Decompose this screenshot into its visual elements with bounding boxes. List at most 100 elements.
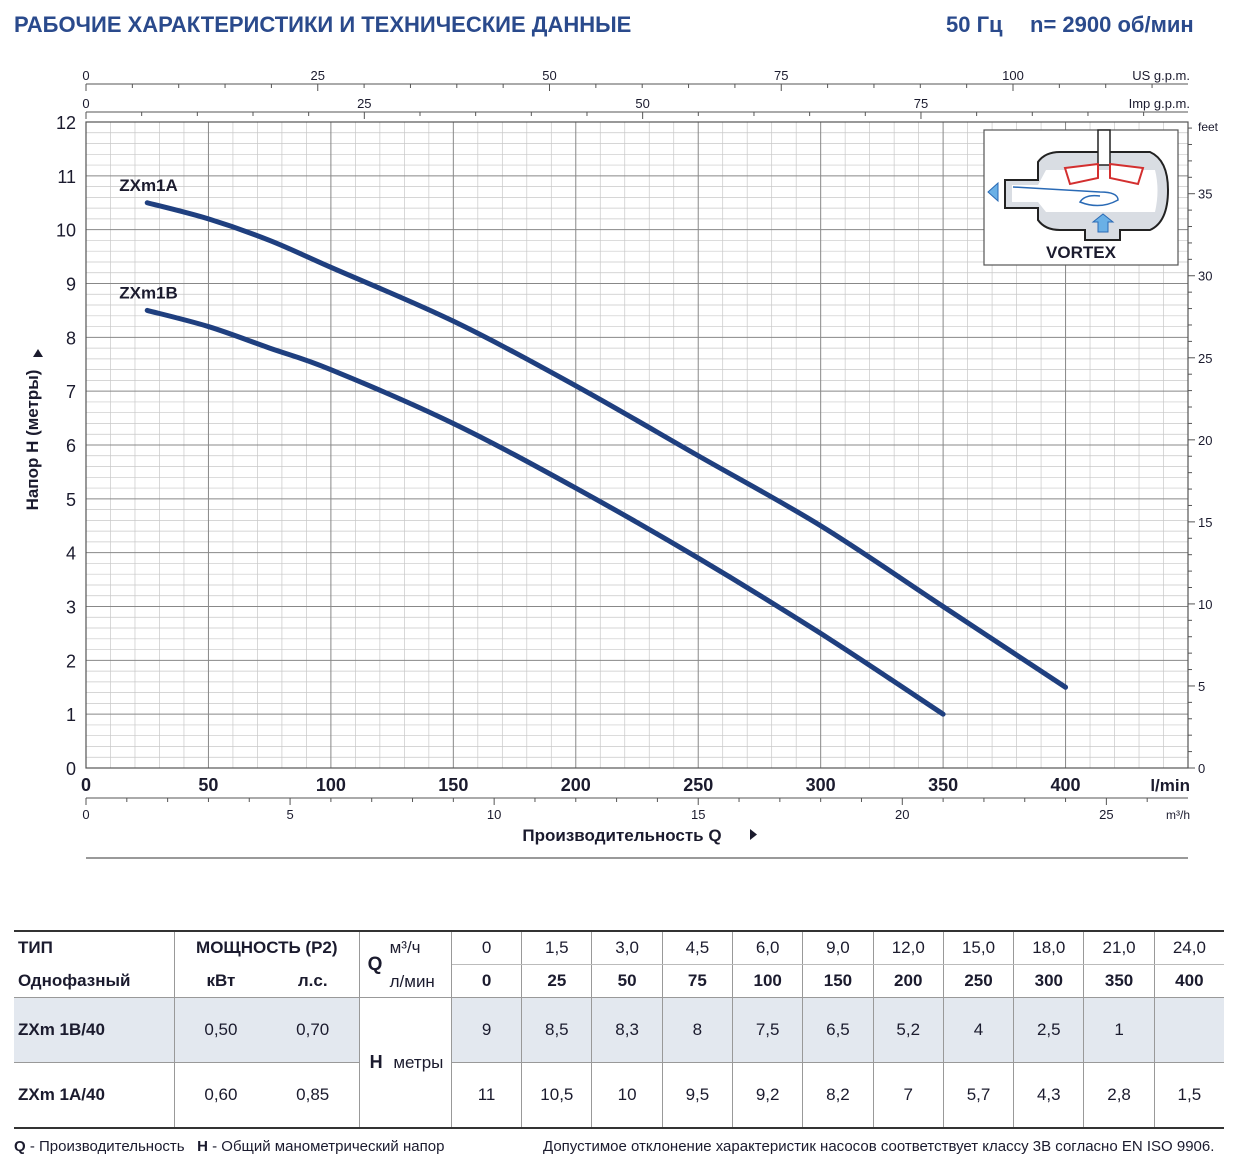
table-row: ZXm 1B/40 0,50 0,70 H метры 9 8,5 8,3 8 7,5 6… (14, 997, 1224, 1128)
top-tick-label: 25 (357, 96, 371, 111)
q-unit-lmin: л/мин (389, 972, 435, 991)
h-cell: 8,2 (802, 1063, 872, 1127)
top-tick-label: 25 (311, 68, 325, 83)
y-tick-label: 12 (56, 113, 76, 133)
q-lmin-cell: 300 (1013, 965, 1083, 997)
col-type-sub-label: Однофазный (18, 970, 131, 990)
h-cell: 2,5 (1013, 998, 1083, 1062)
page-title: РАБОЧИЕ ХАРАКТЕРИСТИКИ И ТЕХНИЧЕСКИЕ ДАН… (14, 12, 632, 37)
q-lmin-cells: 0 25 50 75 100 150 200 250 300 350 400 (450, 964, 1224, 998)
row-hp: 0,85 (296, 1085, 330, 1104)
x-axis-arrow-icon (750, 829, 757, 840)
top-tick-label: 50 (635, 96, 649, 111)
h-cell: 10,5 (521, 1063, 591, 1127)
frequency-label: 50 Гц (946, 12, 1003, 37)
q-m3h-cell: 24,0 (1153, 932, 1224, 964)
y-axis-title: Напор H (метры) (23, 370, 42, 511)
x-tick-label: 300 (806, 775, 836, 795)
q-m3h-cell: 9,0 (802, 932, 872, 964)
technical-data-table: ТИП МОЩНОСТЬ (P2) Q м³/ч л/мин 0 1,5 3,0 4,… (14, 930, 1224, 1129)
feet-tick-label: 5 (1198, 679, 1205, 694)
feet-tick-label: 25 (1198, 351, 1212, 366)
m3h-tick-label: 0 (82, 807, 89, 822)
y-tick-label: 10 (56, 221, 76, 241)
h-cell (1153, 998, 1224, 1062)
footer-h-key: H (197, 1138, 208, 1155)
h-cell: 2,8 (1083, 1063, 1153, 1127)
y-tick-label: 7 (66, 382, 76, 402)
h-cell: 7,5 (732, 998, 802, 1062)
plot-frame (85, 121, 1189, 769)
y-tick-label: 11 (57, 167, 76, 187)
q-lmin-cell: 200 (872, 965, 943, 997)
x-tick-label: 250 (683, 775, 713, 795)
q-lmin-cell: 50 (591, 965, 661, 997)
y-tick-label: 0 (66, 759, 76, 779)
h-cell: 5,2 (872, 998, 943, 1062)
m3h-tick-label: 15 (691, 807, 705, 822)
y-tick-label: 6 (66, 436, 76, 456)
vortex-inset: VORTEX (983, 129, 1179, 266)
h-unit: метры (393, 1053, 444, 1072)
series-label: ZXm1A (119, 176, 178, 195)
h-cell: 9,5 (661, 1063, 732, 1127)
top-tick-label: 75 (914, 96, 928, 111)
q-lmin-cell: 400 (1153, 965, 1224, 997)
row-hp: 0,70 (266, 997, 360, 1063)
row-model: ZXm 1B/40 (14, 997, 175, 1063)
q-unit-cell: Q м³/ч л/мин (358, 931, 452, 998)
feet-unit-label: feet (1198, 120, 1219, 134)
h-cell: 10 (591, 1063, 661, 1127)
q-m3h-cell: 12,0 (872, 932, 943, 964)
speed-label: n= 2900 об/мин (1030, 12, 1194, 37)
q-label: Q (367, 954, 383, 975)
h-unit-cell: H метры (358, 997, 452, 1128)
h-cell: 1 (1083, 998, 1153, 1062)
x-axis-title: Производительность Q (522, 826, 721, 845)
row-kw: 0,50 (174, 997, 267, 1063)
m3h-tick-label: 5 (286, 807, 293, 822)
m3h-tick-label: 10 (487, 807, 501, 822)
y-tick-label: 2 (66, 651, 76, 671)
top-axis-unit: Imp g.p.m. (1129, 96, 1190, 111)
vortex-label: VORTEX (1046, 243, 1117, 262)
x-tick-label: 100 (316, 775, 346, 795)
feet-tick-label: 35 (1198, 187, 1212, 202)
h-cell: 1,5 (1153, 1063, 1224, 1127)
y-tick-label: 3 (66, 598, 76, 618)
q-lmin-cell: 100 (732, 965, 802, 997)
series-label: ZXm1B (119, 283, 178, 302)
h-cell: 4,3 (1013, 1063, 1083, 1127)
q-unit-m3h: м³/ч (389, 938, 421, 957)
h-cell: 7 (872, 1063, 943, 1127)
top-tick-label: 75 (774, 68, 788, 83)
performance-chart: 0 25 50 75 100 US g.p.m.0 25 50 75 Imp g.p.m. 051… (23, 68, 1219, 859)
col-power-label: МОЩНОСТЬ (P2) (174, 931, 360, 965)
h-label: H (369, 1052, 383, 1072)
y-tick-label: 5 (66, 490, 76, 510)
q-m3h-cell: 6,0 (732, 932, 802, 964)
col-kw-label: кВт (174, 964, 267, 998)
y-tick-label: 4 (66, 544, 76, 564)
q-m3h-cell: 0 (481, 938, 492, 957)
row-kw: 0,60 (174, 1062, 267, 1128)
h-cell: 6,5 (802, 998, 872, 1062)
x-tick-label: 350 (928, 775, 958, 795)
top-tick-label: 0 (82, 96, 89, 111)
bottom-axes: 0 50 100 150 200 250 300 350 400 l/min 0 5 10 15 20 25 m… (81, 775, 1190, 822)
q-m3h-cell: 4,5 (661, 932, 732, 964)
h-cell: 8 (661, 998, 732, 1062)
x-tick-label: 150 (438, 775, 468, 795)
h-cell: 11 (477, 1085, 496, 1104)
q-m3h-cell: 1,5 (521, 932, 591, 964)
q-m3h-cell: 15,0 (942, 932, 1013, 964)
q-m3h-cell: 3,0 (591, 932, 661, 964)
col-hp-label: л.с. (297, 970, 328, 990)
table-header-row-1: ТИП МОЩНОСТЬ (P2) Q м³/ч л/мин 0 1,5 3,0 4,… (14, 931, 1224, 998)
q-lmin-cell: 0 (481, 971, 492, 990)
footer-q-desc: - Производительность (25, 1138, 185, 1155)
top-tick-label: 100 (1002, 68, 1024, 83)
table-header-row-2: Однофазный кВт л.с. 0 25 50 75 100 150 200 250 3… (14, 964, 1224, 998)
y-axis-arrow-icon (33, 349, 43, 357)
